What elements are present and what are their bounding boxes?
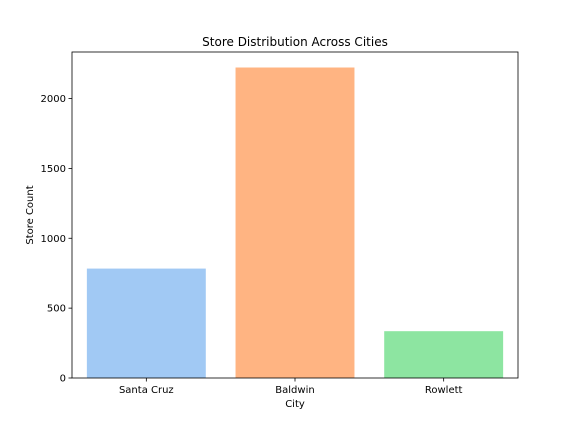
x-axis-label: City bbox=[285, 399, 305, 410]
x-tick-label: Baldwin bbox=[275, 385, 314, 396]
y-axis: 0 500 1000 1500 2000 bbox=[41, 94, 72, 385]
bar-rowlett bbox=[384, 331, 504, 378]
bar-santa-cruz bbox=[86, 268, 206, 378]
x-axis: Santa Cruz Baldwin Rowlett bbox=[119, 378, 463, 396]
chart-title: Store Distribution Across Cities bbox=[202, 35, 388, 49]
y-tick-label: 1000 bbox=[41, 234, 66, 245]
bars-group bbox=[86, 67, 504, 378]
x-tick-label: Rowlett bbox=[425, 385, 463, 396]
y-tick-label: 0 bbox=[60, 374, 66, 385]
y-tick-label: 1500 bbox=[41, 164, 66, 175]
y-tick-label: 500 bbox=[47, 304, 66, 315]
bar-baldwin bbox=[235, 67, 355, 378]
y-axis-label: Store Count bbox=[25, 185, 36, 244]
y-tick-label: 2000 bbox=[41, 94, 66, 105]
plot-frame bbox=[71, 51, 519, 379]
x-tick-label: Santa Cruz bbox=[119, 385, 174, 396]
